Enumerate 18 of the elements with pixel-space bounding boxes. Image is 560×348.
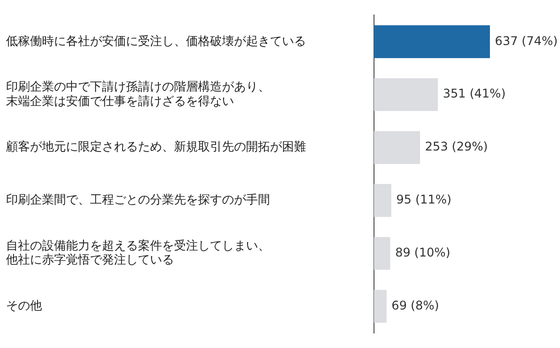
bar xyxy=(374,184,392,217)
data-label: 637 (74%) xyxy=(494,34,558,48)
y-tick-label: 自社の設備能力を超える案件を受注してしまい、他社に赤字覚悟で発注している xyxy=(6,238,270,267)
y-tick-label: その他 xyxy=(6,298,42,312)
data-label: 351 (41%) xyxy=(442,86,506,101)
data-label: 253 (29%) xyxy=(425,140,488,154)
y-tick-label: 低稼働時に各社が安価に受注し、価格破壊が起きている xyxy=(6,34,306,48)
bar xyxy=(374,290,387,323)
bar xyxy=(374,131,420,164)
bar xyxy=(374,25,490,58)
y-tick-label: 顧客が地元に限定されるため、新規取引先の開拓が困難 xyxy=(6,140,306,154)
data-label: 89 (10%) xyxy=(395,246,450,260)
y-tick-label: 印刷企業の中で下請け孫請けの階層構造があり、末端企業は安価で仕事を請けざるを得ない xyxy=(6,80,270,108)
bar xyxy=(374,78,438,112)
data-label: 95 (11%) xyxy=(396,192,452,207)
y-tick-label: 印刷企業間で、工程ごとの分業先を探すのが手間 xyxy=(6,192,270,207)
data-label: 69 (8%) xyxy=(392,298,440,312)
bar xyxy=(374,236,390,270)
